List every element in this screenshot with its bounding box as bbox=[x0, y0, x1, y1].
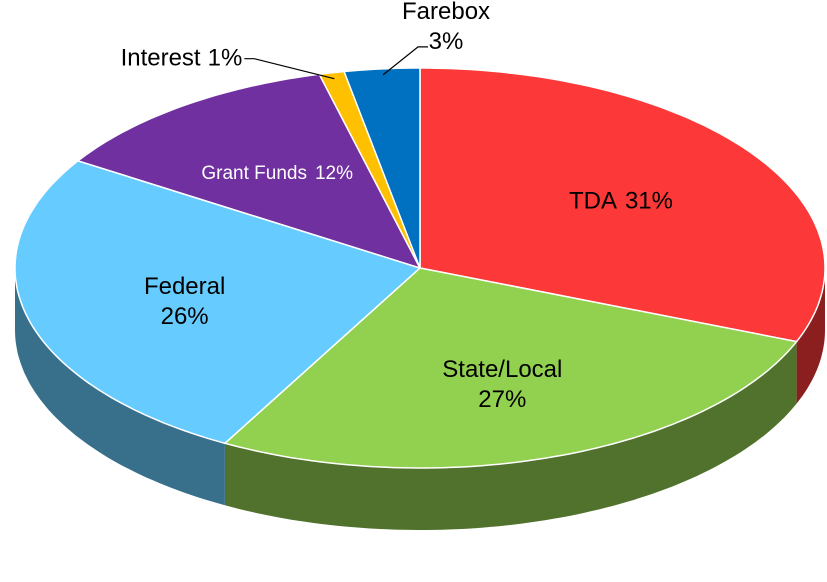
leader-line bbox=[382, 46, 429, 76]
slice-label: Farebox 3% bbox=[402, 0, 490, 55]
pie-slice bbox=[76, 73, 422, 270]
slice-value: 12% bbox=[315, 163, 353, 184]
pie-side bbox=[796, 268, 825, 404]
pie-slice bbox=[419, 67, 826, 343]
pie-slice bbox=[14, 159, 422, 445]
slice-value: 26% bbox=[161, 303, 209, 330]
slice-label: Federal 26% bbox=[144, 273, 225, 330]
slice-value: 27% bbox=[478, 386, 526, 413]
slice-value: 1% bbox=[208, 45, 243, 72]
pie-side bbox=[15, 268, 225, 506]
slice-category: State/Local bbox=[442, 356, 562, 383]
slice-category: Federal bbox=[144, 273, 225, 300]
slice-label: Grant Funds 12% bbox=[201, 163, 353, 184]
pie-sides bbox=[15, 268, 825, 530]
slice-label: TDA 31% bbox=[569, 188, 673, 215]
slice-value: 3% bbox=[429, 28, 464, 55]
pie-slice bbox=[223, 267, 798, 469]
slice-category: Interest bbox=[121, 45, 201, 72]
slice-category: Farebox bbox=[402, 0, 490, 25]
slice-category: TDA bbox=[569, 188, 617, 215]
slice-value: 31% bbox=[625, 188, 673, 215]
slice-label: State/Local 27% bbox=[442, 356, 562, 413]
leader-line bbox=[244, 58, 335, 80]
slice-category: Grant Funds bbox=[201, 163, 307, 184]
pie-top bbox=[14, 67, 826, 469]
pie-slice bbox=[343, 67, 421, 269]
pie-side bbox=[224, 341, 797, 530]
slice-label: Interest 1% bbox=[121, 45, 243, 72]
